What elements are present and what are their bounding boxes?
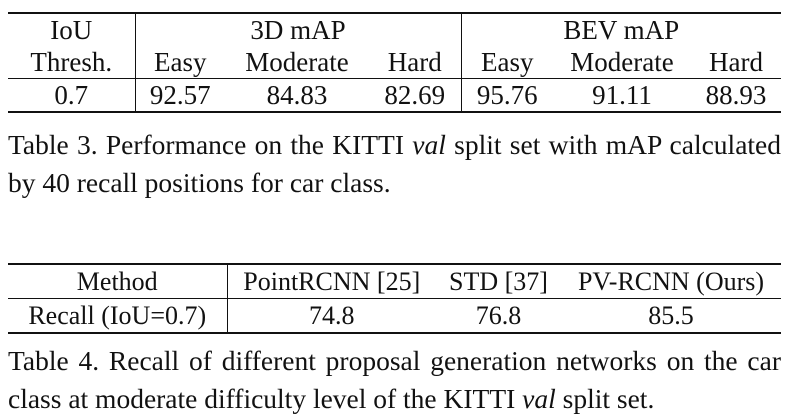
caption-italic-text: val [522, 383, 556, 414]
table-4-caption: Table 4. Recall of different proposal ge… [8, 342, 781, 418]
table-row: Recall (IoU=0.7) 74.8 76.8 85.5 [8, 298, 781, 333]
table-3-3d-map-header: 3D mAP [135, 13, 462, 46]
table-3-3d-hard-header: Hard [369, 46, 462, 79]
table-4-cell-std: 76.8 [475, 301, 522, 330]
table-4-cell-pointrcnn: 74.8 [309, 301, 355, 330]
table-3-cell-3d-hard: 82.69 [369, 78, 462, 112]
table-3-cell-3d-moderate: 84.83 [266, 80, 328, 110]
caption-text: split set. [555, 383, 655, 414]
table-3-3d-easy-header: Easy [135, 46, 225, 79]
table-3-iou-header: IoU [8, 13, 136, 46]
table-3: IoU 3D mAP BEV mAP Thresh. Easy Moderate… [8, 12, 781, 113]
table-4-header-row: Method PointRCNN [25] STD [37] PV-RCNN (… [8, 264, 781, 299]
table-4-recall-label: Recall (IoU=0.7) [8, 298, 228, 333]
table-4-pvrcnn-header: PV-RCNN (Ours) [561, 264, 781, 299]
table-3-thresh-header: Thresh. [8, 46, 136, 79]
caption-text: split set with mAP calculated by 40 reca… [8, 129, 781, 198]
caption-italic-text: val [412, 129, 446, 160]
caption-text: Table 4. Recall of different proposal ge… [8, 345, 781, 414]
table-3-bev-moderate-header: Moderate [553, 46, 691, 79]
table-3-caption: Table 3. Performance on the KITTI val sp… [8, 126, 781, 202]
table-3-cell-thresh: 0.7 [8, 78, 136, 112]
table-4-method-header: Method [8, 264, 228, 299]
table-3-header-row-2: Thresh. Easy Moderate Hard Easy Moderate… [8, 46, 781, 79]
table-3-bev-map-header: BEV mAP [563, 15, 680, 45]
table-3-cell-bev-hard: 88.93 [705, 80, 767, 110]
caption-text: Table 3. Performance on the KITTI [8, 129, 413, 160]
table-3-3d-moderate-header: Moderate [225, 46, 369, 79]
table-4: Method PointRCNN [25] STD [37] PV-RCNN (… [8, 263, 781, 334]
table-3-cell-3d-easy: 92.57 [149, 80, 211, 110]
table-4-cell-pvrcnn: 85.5 [648, 301, 694, 330]
table-3-header-row-1: IoU 3D mAP BEV mAP [8, 13, 781, 46]
table-3-cell-bev-moderate: 91.11 [592, 80, 652, 110]
table-4-pointrcnn-header: PointRCNN [25] [227, 264, 436, 299]
table-3-bev-hard-header: Hard [691, 46, 781, 79]
table-3-bev-easy-header: Easy [461, 46, 553, 79]
table-4-std-header: STD [37] [436, 264, 561, 299]
table-3-cell-bev-easy: 95.76 [476, 80, 538, 110]
table-row: 0.7 92.57 84.83 82.69 95.76 91.11 88.93 [8, 78, 781, 112]
